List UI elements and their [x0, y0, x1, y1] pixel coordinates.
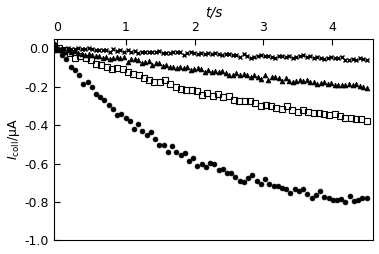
Y-axis label: $I_\mathrm{coll}$/μA: $I_\mathrm{coll}$/μA	[6, 119, 22, 160]
X-axis label: t/s: t/s	[205, 6, 222, 20]
